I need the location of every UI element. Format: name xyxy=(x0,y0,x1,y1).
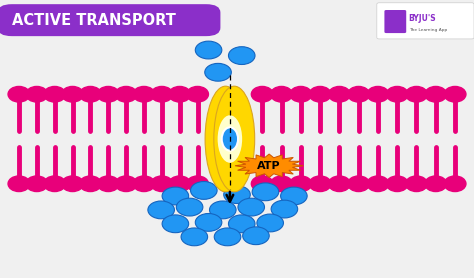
Ellipse shape xyxy=(162,215,189,233)
Ellipse shape xyxy=(169,86,191,102)
Ellipse shape xyxy=(257,214,283,232)
Ellipse shape xyxy=(44,176,65,192)
Bar xyxy=(14,102,460,176)
Text: BYJU'S: BYJU'S xyxy=(409,14,436,23)
Ellipse shape xyxy=(151,86,173,102)
FancyBboxPatch shape xyxy=(0,4,220,36)
Ellipse shape xyxy=(62,176,83,192)
Polygon shape xyxy=(235,154,303,177)
Ellipse shape xyxy=(281,187,307,205)
Ellipse shape xyxy=(44,86,65,102)
Ellipse shape xyxy=(243,227,269,245)
Ellipse shape xyxy=(195,214,222,231)
Ellipse shape xyxy=(271,200,298,218)
Ellipse shape xyxy=(115,176,137,192)
Ellipse shape xyxy=(290,176,312,192)
Ellipse shape xyxy=(218,115,242,163)
Ellipse shape xyxy=(271,86,292,102)
Text: ACTIVE TRANSPORT: ACTIVE TRANSPORT xyxy=(12,13,176,28)
Ellipse shape xyxy=(406,176,428,192)
Ellipse shape xyxy=(148,201,174,219)
Ellipse shape xyxy=(309,86,331,102)
Ellipse shape xyxy=(238,198,264,216)
Ellipse shape xyxy=(224,186,250,203)
Ellipse shape xyxy=(191,182,217,199)
Ellipse shape xyxy=(290,86,312,102)
Ellipse shape xyxy=(162,187,189,205)
Ellipse shape xyxy=(169,176,191,192)
Ellipse shape xyxy=(386,176,408,192)
Ellipse shape xyxy=(62,86,83,102)
Ellipse shape xyxy=(8,176,30,192)
Ellipse shape xyxy=(367,176,389,192)
Ellipse shape xyxy=(26,176,48,192)
Ellipse shape xyxy=(187,176,209,192)
Ellipse shape xyxy=(187,86,209,102)
Ellipse shape xyxy=(222,127,238,151)
Ellipse shape xyxy=(97,176,119,192)
Ellipse shape xyxy=(205,86,246,192)
Ellipse shape xyxy=(251,86,273,102)
Ellipse shape xyxy=(210,201,236,219)
Ellipse shape xyxy=(133,176,155,192)
Ellipse shape xyxy=(348,86,370,102)
Ellipse shape xyxy=(80,176,101,192)
Ellipse shape xyxy=(151,176,173,192)
Ellipse shape xyxy=(228,215,255,233)
Ellipse shape xyxy=(309,176,331,192)
FancyBboxPatch shape xyxy=(377,3,474,39)
Ellipse shape xyxy=(97,86,119,102)
FancyBboxPatch shape xyxy=(384,10,406,33)
Ellipse shape xyxy=(406,86,428,102)
Ellipse shape xyxy=(386,86,408,102)
Ellipse shape xyxy=(328,86,350,102)
Ellipse shape xyxy=(181,228,208,246)
Ellipse shape xyxy=(271,176,292,192)
Ellipse shape xyxy=(228,47,255,64)
Ellipse shape xyxy=(425,86,447,102)
Ellipse shape xyxy=(328,176,350,192)
Ellipse shape xyxy=(214,86,255,192)
Text: The Learning App: The Learning App xyxy=(409,28,447,32)
Ellipse shape xyxy=(205,63,231,81)
Ellipse shape xyxy=(251,176,273,192)
Ellipse shape xyxy=(214,228,241,246)
Ellipse shape xyxy=(8,86,30,102)
Ellipse shape xyxy=(444,86,466,102)
Ellipse shape xyxy=(348,176,370,192)
Ellipse shape xyxy=(252,183,279,201)
Ellipse shape xyxy=(26,86,48,102)
Ellipse shape xyxy=(195,41,222,59)
Ellipse shape xyxy=(425,176,447,192)
Ellipse shape xyxy=(115,86,137,102)
Ellipse shape xyxy=(444,176,466,192)
Ellipse shape xyxy=(176,198,203,216)
Ellipse shape xyxy=(367,86,389,102)
Text: ATP: ATP xyxy=(257,161,281,171)
Ellipse shape xyxy=(133,86,155,102)
Ellipse shape xyxy=(80,86,101,102)
